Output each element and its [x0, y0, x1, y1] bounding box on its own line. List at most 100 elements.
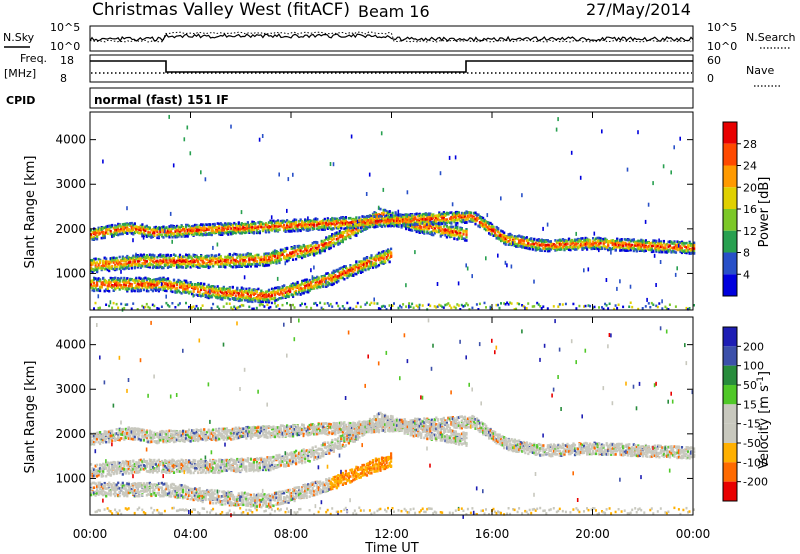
echo-cell — [186, 265, 189, 268]
echo-cell — [281, 292, 284, 295]
beam-label: Beam 16 — [358, 2, 430, 21]
echo-cell — [374, 257, 378, 260]
echo-cell — [408, 223, 411, 227]
echo-cell — [362, 257, 366, 260]
echo-cell — [109, 232, 112, 236]
echo-cell — [198, 262, 201, 266]
echo-cell — [121, 228, 124, 231]
echo-cell — [123, 285, 126, 289]
echo-cell — [310, 219, 313, 223]
echo-cell — [278, 297, 281, 300]
echo-cell — [90, 233, 93, 236]
echo-cell — [450, 222, 453, 225]
echo-cell — [393, 302, 395, 305]
echo-cell — [97, 264, 100, 267]
echo-cell — [397, 306, 400, 310]
echo-cell — [370, 218, 373, 221]
echo-cell — [338, 230, 341, 233]
echo-cell — [135, 279, 138, 282]
echo-cell — [132, 238, 134, 243]
echo-cell — [183, 287, 186, 291]
echo-cell — [456, 212, 459, 215]
echo-cell — [275, 259, 278, 262]
echo-cell — [376, 216, 379, 220]
echo-cell — [180, 266, 183, 269]
echo-cell — [111, 306, 114, 310]
echo-cell — [240, 210, 243, 215]
echo-cell — [283, 226, 286, 230]
echo-cell — [251, 291, 254, 294]
echo-cell — [198, 226, 201, 229]
echo-cell — [305, 290, 308, 294]
echo-cell — [175, 266, 179, 269]
echo-cell — [387, 224, 390, 228]
echo-cell — [175, 280, 179, 284]
echo-cell — [287, 220, 290, 224]
echo-cell — [380, 225, 384, 228]
echo-cell — [97, 306, 100, 310]
echo-cell — [438, 229, 440, 234]
echo-cell — [325, 220, 328, 223]
echo-cell — [278, 224, 281, 228]
echo-cell — [326, 302, 329, 305]
echo-cell — [153, 283, 156, 287]
echo-cell — [302, 290, 305, 293]
echo-cell — [239, 223, 242, 227]
echo-cell — [154, 279, 157, 283]
echo-cell — [334, 223, 337, 227]
echo-cell — [141, 233, 144, 236]
echo-cell — [213, 262, 216, 266]
echo-cell — [130, 266, 133, 270]
echo-cell — [127, 267, 130, 270]
echo-cell — [317, 283, 320, 286]
echo-cell — [322, 285, 325, 288]
echo-cell — [243, 297, 246, 300]
echo-cell — [207, 290, 210, 293]
echo-cell — [178, 262, 182, 266]
echo-cell — [314, 246, 317, 250]
echo-cell — [221, 231, 224, 235]
echo-cell — [376, 225, 379, 228]
echo-cell — [266, 261, 269, 264]
echo-cell — [105, 261, 108, 264]
echo-cell — [240, 293, 243, 297]
echo-cell — [409, 224, 412, 227]
echo-cell — [397, 223, 400, 226]
echo-cell — [307, 280, 310, 284]
echo-cell — [175, 232, 179, 236]
echo-cell — [335, 220, 338, 223]
echo-cell — [136, 225, 139, 229]
echo-cell — [370, 301, 373, 305]
echo-cell — [286, 294, 289, 297]
echo-cell — [183, 259, 186, 263]
echo-cell — [411, 229, 414, 232]
echo-cell — [429, 215, 432, 218]
echo-cell — [304, 245, 307, 249]
echo-cell — [209, 223, 212, 226]
echo-cell — [108, 269, 111, 273]
echo-cell — [172, 259, 176, 262]
echo-cell — [228, 262, 231, 265]
echo-cell — [118, 261, 121, 264]
echo-cell — [243, 228, 246, 231]
echo-cell — [341, 305, 344, 308]
echo-cell — [150, 283, 153, 287]
echo-cell — [275, 257, 278, 261]
echo-cell — [165, 285, 168, 288]
echo-cell — [165, 254, 168, 258]
echo-cell — [273, 293, 277, 297]
echo-cell — [210, 285, 213, 288]
echo-cell — [108, 279, 111, 282]
echo-cell — [129, 278, 132, 282]
echo-cell — [310, 222, 313, 226]
echo-cell — [185, 225, 188, 228]
echo-cell — [100, 281, 103, 285]
echo-cell — [160, 266, 164, 269]
noise-tick-bottom-right: 10^0 — [707, 40, 737, 53]
echo-cell — [322, 283, 325, 286]
echo-cell — [180, 235, 183, 238]
echo-cell — [299, 252, 302, 255]
echo-cell — [243, 231, 246, 235]
echo-cell — [290, 252, 293, 256]
echo-cell — [260, 292, 263, 295]
